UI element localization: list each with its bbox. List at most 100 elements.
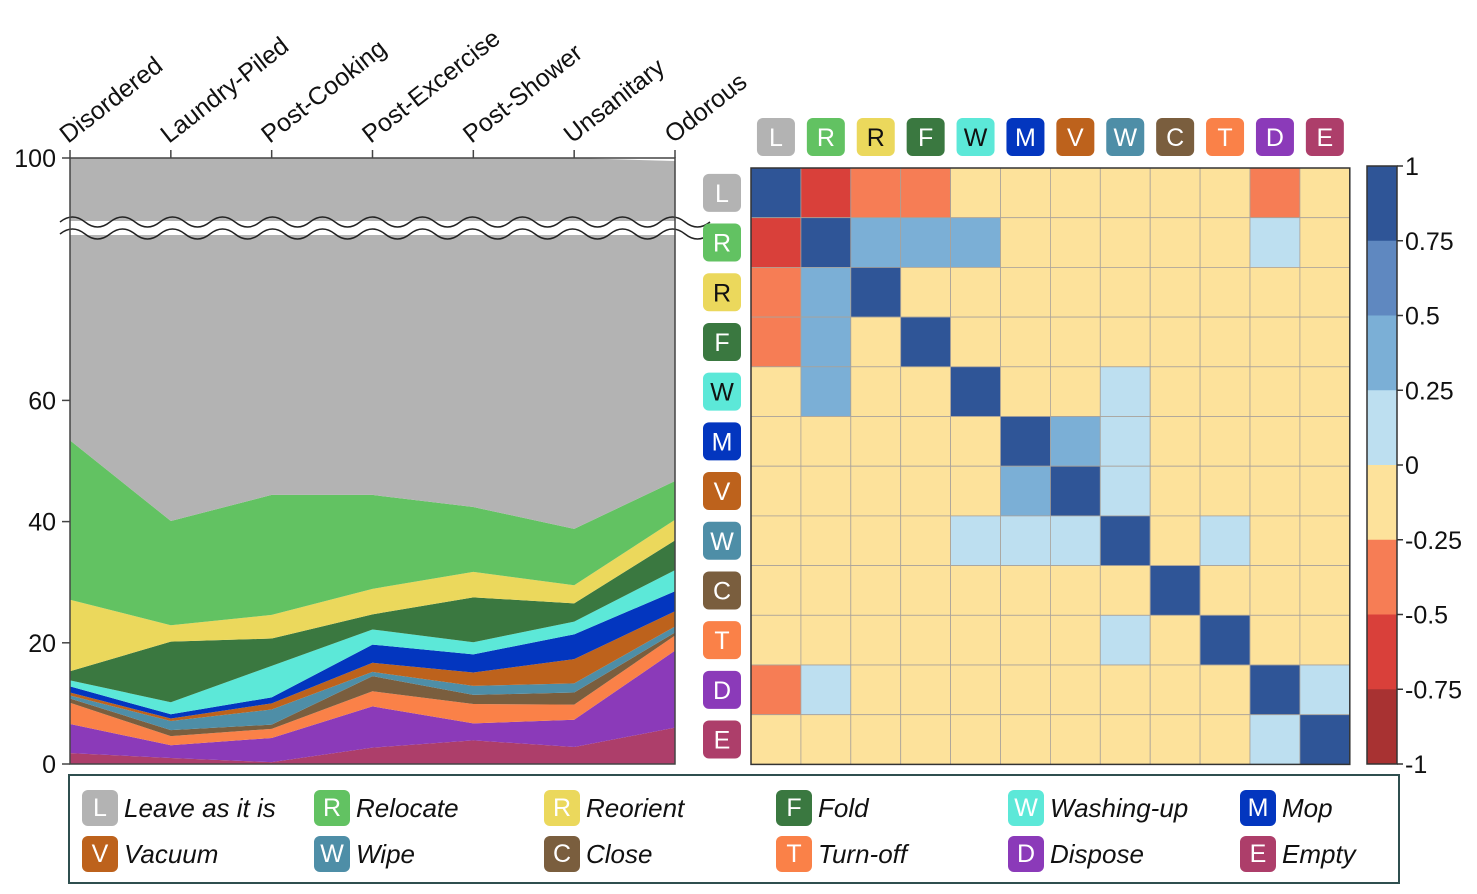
heatmap-cell xyxy=(950,167,1001,219)
heatmap-cell xyxy=(800,316,852,368)
legend-badge: C xyxy=(544,836,580,872)
colorbar-tick-label: 0.25 xyxy=(1405,377,1454,405)
heatmap-cell xyxy=(850,714,902,765)
row-badge xyxy=(703,322,741,361)
area-band-vacuum xyxy=(70,611,675,721)
row-badge xyxy=(703,720,741,759)
heatmap-frame xyxy=(750,167,1351,766)
heatmap-cell xyxy=(1149,614,1201,666)
legend-label: Turn-off xyxy=(818,838,908,869)
column-label: F xyxy=(918,124,933,152)
heatmap-cell xyxy=(900,416,952,467)
y-tick-label: 60 xyxy=(28,387,56,415)
legend-badge: M xyxy=(1240,790,1276,826)
column-badge xyxy=(1006,118,1045,156)
heatmap-cell xyxy=(900,217,952,268)
row-label: E xyxy=(714,727,731,755)
column-badge xyxy=(1106,118,1145,156)
heatmap-cell xyxy=(1249,416,1301,467)
legend: L Leave as it is R Relocate R Reorient F Fold W W… xyxy=(68,774,1400,884)
heatmap-cell xyxy=(950,465,1001,517)
heatmap-cell xyxy=(1249,515,1301,567)
row-label: T xyxy=(714,627,729,655)
legend-label: Fold xyxy=(818,792,869,823)
heatmap-cell xyxy=(1099,465,1151,517)
heatmap-cell xyxy=(1199,614,1251,666)
legend-item: R Relocate xyxy=(314,790,459,826)
heatmap-cell xyxy=(800,664,852,716)
legend-label: Vacuum xyxy=(124,838,219,869)
column-label: R xyxy=(817,124,835,152)
legend-item: W Wipe xyxy=(314,836,415,872)
colorbar-tick-label: -0.75 xyxy=(1405,676,1462,704)
legend-item: D Dispose xyxy=(1008,836,1144,872)
x-tick-label: Odorous xyxy=(659,68,752,149)
column-label: R xyxy=(867,124,885,152)
heatmap-cell xyxy=(1199,167,1251,219)
legend-item: F Fold xyxy=(776,790,869,826)
heatmap-cell xyxy=(1199,416,1251,467)
stacked-area-chart: 0204060100DisorderedLaundry-PiledPost-Co… xyxy=(14,24,752,779)
area-band-empty xyxy=(70,727,675,764)
column-badge xyxy=(856,118,895,156)
heatmap-cell xyxy=(750,515,802,567)
heatmap-cell xyxy=(1050,515,1101,567)
heatmap-cell xyxy=(1050,565,1101,616)
heatmap-cell xyxy=(750,416,802,467)
heatmap-cell xyxy=(1299,664,1351,716)
heatmap-cell xyxy=(800,167,852,219)
legend-label: Washing-up xyxy=(1050,792,1189,823)
heatmap-cell xyxy=(1299,366,1351,417)
heatmap-cell xyxy=(900,366,952,417)
heatmap-cell xyxy=(850,416,902,467)
column-label: C xyxy=(1166,124,1184,152)
heatmap-cell xyxy=(1299,714,1351,765)
heatmap-cell xyxy=(1149,366,1201,417)
colorbar-tick-label: 0 xyxy=(1405,452,1419,480)
colorbar-tick-label: 0.75 xyxy=(1405,228,1454,256)
heatmap-cell xyxy=(800,614,852,666)
area-band-leave-as-it-is xyxy=(70,158,675,529)
heatmap-cell xyxy=(850,565,902,616)
row-label: L xyxy=(715,180,729,208)
heatmap-cell xyxy=(1249,316,1301,368)
heatmap-cell xyxy=(1199,316,1251,368)
y-tick-label: 100 xyxy=(14,145,56,173)
row-badge xyxy=(703,621,741,660)
legend-badge: R xyxy=(314,790,350,826)
heatmap-cell xyxy=(1199,465,1251,517)
row-label: W xyxy=(710,379,734,407)
colorbar-segment xyxy=(1367,539,1397,615)
heatmap-cell xyxy=(950,714,1001,765)
heatmap-cell xyxy=(750,316,802,368)
legend-item: T Turn-off xyxy=(776,836,907,872)
heatmap-cell xyxy=(1249,217,1301,268)
y-tick-label: 20 xyxy=(28,630,56,658)
heatmap-cell xyxy=(1050,217,1101,268)
heatmap-cell xyxy=(1099,664,1151,716)
heatmap-cell xyxy=(900,266,952,318)
heatmap-cell xyxy=(800,217,852,268)
heatmap-cell xyxy=(1249,266,1301,318)
heatmap-cell xyxy=(1149,465,1201,517)
row-badge xyxy=(703,422,741,461)
heatmap-cell xyxy=(1000,366,1051,417)
heatmap-cell xyxy=(1149,664,1201,716)
heatmap-cell xyxy=(800,465,852,517)
heatmap-cell xyxy=(850,614,902,666)
heatmap-cell xyxy=(800,515,852,567)
colorbar-segment xyxy=(1367,465,1397,541)
legend-badge: D xyxy=(1008,836,1044,872)
colorbar-tick-label: 1 xyxy=(1405,153,1419,181)
row-label: D xyxy=(713,677,731,705)
heatmap-cell xyxy=(1199,217,1251,268)
legend-item: M Mop xyxy=(1240,790,1333,826)
area-band-turn-off xyxy=(70,635,675,746)
heatmap-cell xyxy=(750,614,802,666)
colorbar-segment xyxy=(1367,689,1397,765)
heatmap-cell xyxy=(1099,614,1151,666)
legend-item: V Vacuum xyxy=(82,836,218,872)
heatmap-cell xyxy=(1149,515,1201,567)
heatmap-cell xyxy=(1000,565,1051,616)
heatmap-cell xyxy=(900,565,952,616)
